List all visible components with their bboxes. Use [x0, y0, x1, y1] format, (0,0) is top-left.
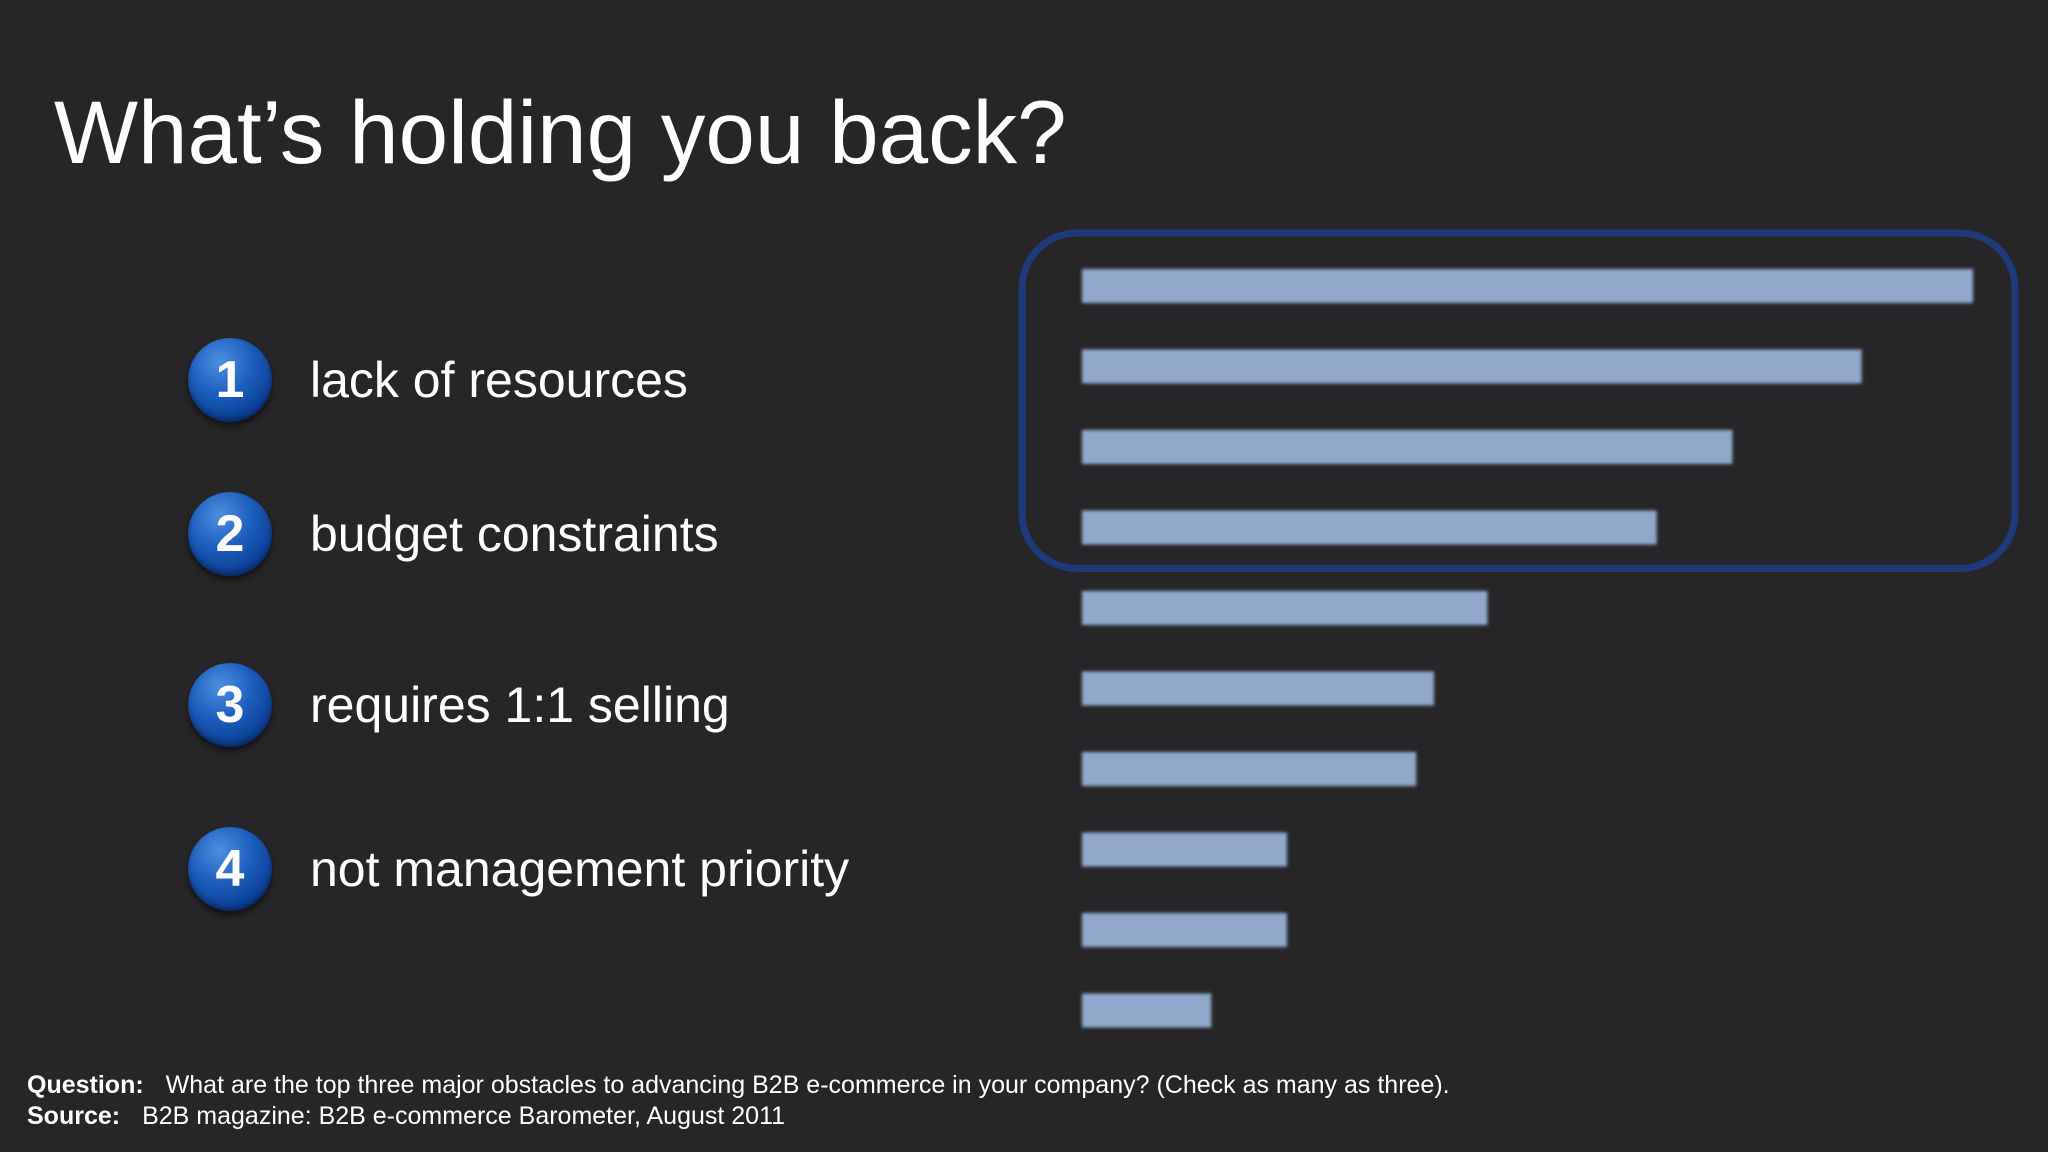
footer: Question: What are the top three major ob…	[27, 1070, 1450, 1132]
question-label: Question:	[27, 1071, 144, 1099]
bar-5	[1082, 591, 1488, 625]
source-label: Source:	[27, 1102, 121, 1130]
obstacle-label-4: not management priority	[310, 841, 850, 897]
source-text: B2B magazine: B2B e-commerce Barometer, …	[142, 1102, 786, 1130]
bars-group	[1082, 269, 1973, 1028]
slide-title: What’s holding you back?	[54, 82, 1067, 182]
rank-badge-4: 4	[188, 827, 272, 911]
bar-2	[1082, 349, 1862, 384]
obstacle-item-1: 1 lack of resources	[188, 336, 688, 424]
bar-6	[1082, 671, 1434, 706]
rank-badge-3: 3	[188, 663, 272, 747]
obstacle-item-4: 4 not management priority	[188, 825, 849, 913]
obstacle-item-3: 3 requires 1:1 selling	[188, 661, 730, 749]
question-text: What are the top three major obstacles t…	[165, 1071, 1450, 1099]
bar-3	[1082, 430, 1733, 464]
rank-badge-1: 1	[188, 338, 272, 422]
bar-9	[1082, 913, 1287, 947]
question-line: Question: What are the top three major ob…	[27, 1070, 1450, 1101]
source-line: Source: B2B magazine: B2B e-commerce Baro…	[27, 1101, 1450, 1132]
obstacle-label-3: requires 1:1 selling	[310, 677, 730, 733]
rank-badge-2: 2	[188, 492, 272, 576]
bar-1	[1082, 269, 1973, 303]
obstacle-item-2: 2 budget constraints	[188, 490, 719, 578]
top-four-highlight-frame	[1018, 229, 2019, 572]
obstacle-label-2: budget constraints	[310, 506, 719, 562]
bar-4	[1082, 510, 1657, 545]
bar-7	[1082, 752, 1417, 786]
bar-10	[1082, 993, 1212, 1028]
obstacle-label-1: lack of resources	[310, 352, 688, 408]
bar-8	[1082, 832, 1287, 867]
